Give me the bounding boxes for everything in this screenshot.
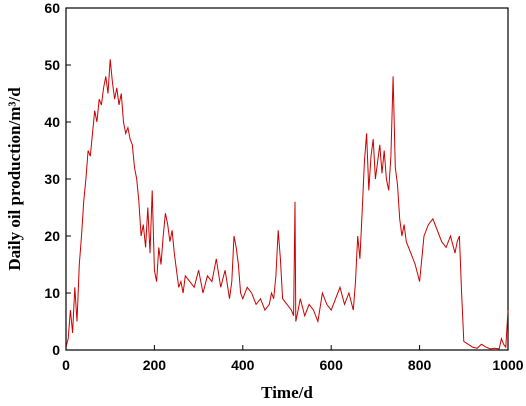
x-axis-ticks: 0 200 400 600 800 1000: [62, 345, 524, 373]
x-tick-label: 1000: [492, 357, 523, 373]
y-tick-label: 10: [44, 285, 60, 301]
y-tick-label: 20: [44, 228, 60, 244]
y-tick-label: 60: [44, 0, 60, 16]
y-tick-label: 0: [52, 342, 60, 358]
y-tick-label: 40: [44, 114, 60, 130]
y-axis-ticks: 0 10 20 30 40 50 60: [44, 0, 71, 358]
plot-frame: [65, 7, 509, 351]
x-axis-label: Time/d: [261, 383, 313, 402]
series-line: [65, 59, 509, 350]
x-tick-label: 200: [143, 357, 167, 373]
x-tick-label: 800: [408, 357, 432, 373]
y-tick-label: 30: [44, 171, 60, 187]
y-axis-label: Daily oil production/m³/d: [5, 87, 24, 271]
x-tick-label: 400: [231, 357, 255, 373]
y-tick-label: 50: [44, 57, 60, 73]
x-tick-label: 0: [62, 357, 70, 373]
x-tick-label: 600: [320, 357, 344, 373]
